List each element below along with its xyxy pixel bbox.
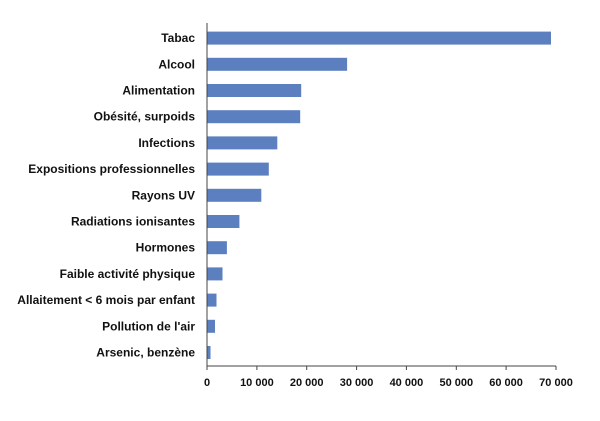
x-tick-label-1: 10 000 bbox=[240, 377, 274, 389]
category-label-8: Hormones bbox=[136, 241, 196, 255]
category-labels: Tabac Alcool Alimentation Obésité, surpoids… bbox=[17, 31, 195, 359]
bar-3 bbox=[207, 110, 301, 124]
category-label-12: Arsenic, benzène bbox=[96, 346, 195, 360]
x-tick-label-3: 30 000 bbox=[340, 377, 374, 389]
bar-10 bbox=[207, 293, 217, 307]
x-axis: 0 10 000 20 000 30 000 40 000 50 000 60 000 70 … bbox=[204, 23, 573, 389]
x-tick-label-0: 0 bbox=[204, 377, 210, 389]
bar-5 bbox=[207, 162, 269, 176]
bars-layer bbox=[207, 31, 551, 359]
category-label-6: Rayons UV bbox=[132, 188, 195, 202]
bar-12 bbox=[207, 346, 211, 359]
bar-0 bbox=[207, 31, 551, 45]
bar-6 bbox=[207, 188, 262, 202]
bar-9 bbox=[207, 267, 223, 281]
bar-4 bbox=[207, 136, 278, 150]
category-label-5: Expositions professionnelles bbox=[28, 162, 195, 176]
x-tick-label-4: 40 000 bbox=[390, 377, 424, 389]
category-label-9: Faible activité physique bbox=[60, 267, 196, 281]
x-tick-label-5: 50 000 bbox=[439, 377, 473, 389]
bar-1 bbox=[207, 57, 348, 71]
category-label-11: Pollution de l'air bbox=[102, 319, 195, 333]
category-label-7: Radiations ionisantes bbox=[71, 215, 195, 229]
category-label-10: Allaitement < 6 mois par enfant bbox=[17, 293, 195, 307]
category-label-2: Alimentation bbox=[122, 84, 195, 98]
x-tick-label-6: 60 000 bbox=[489, 377, 523, 389]
x-tick-label-2: 20 000 bbox=[290, 377, 324, 389]
category-label-0: Tabac bbox=[161, 31, 195, 45]
category-label-1: Alcool bbox=[158, 57, 195, 71]
category-label-3: Obésité, surpoids bbox=[94, 110, 196, 124]
x-tick-label-7: 70 000 bbox=[539, 377, 573, 389]
bar-8 bbox=[207, 241, 227, 255]
bar-11 bbox=[207, 319, 215, 333]
bar-7 bbox=[207, 215, 240, 228]
category-label-4: Infections bbox=[138, 136, 195, 150]
bar-2 bbox=[207, 84, 302, 97]
